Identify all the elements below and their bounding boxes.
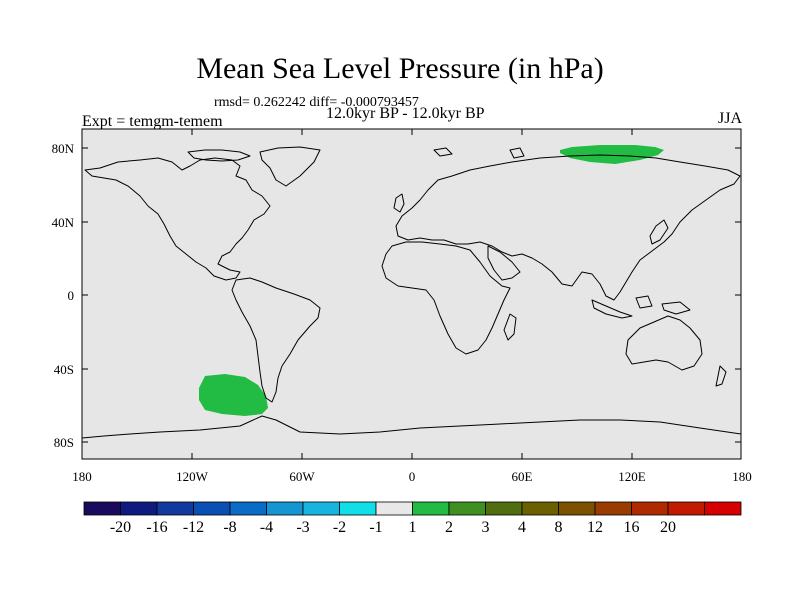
colorbar-swatch [120, 501, 158, 516]
coastline-new-zealand [715, 365, 727, 387]
rmsd-diff-stats: rmsd= 0.262242 diff= -0.000793457 [214, 95, 419, 110]
colorbar-swatch [302, 501, 340, 516]
season-label: JJA [717, 110, 742, 127]
lon-label-180w: 180 [72, 469, 92, 484]
lon-label-60e: 60E [511, 469, 533, 484]
coastline-africa [381, 241, 511, 355]
colorbar-tick-label: -2 [332, 519, 347, 536]
lat-label-80n: 80N [51, 141, 74, 156]
coastline-arabia [487, 245, 521, 281]
colorbar-swatch [558, 501, 596, 516]
colorbar-tick-label: 1 [408, 519, 417, 536]
colorbar-tick-label: 16 [623, 519, 640, 536]
lat-label-40s: 40S [53, 362, 74, 377]
coastline-antarctica [81, 415, 742, 439]
axis-ticks [82, 129, 741, 459]
colorbar-swatch [594, 501, 632, 516]
coastline-south-america [231, 277, 321, 403]
coastline-north-america [84, 157, 271, 281]
colorbar-tick-label: 20 [660, 519, 676, 536]
colorbar-swatch [448, 501, 486, 516]
lat-label-eq: 0 [67, 288, 75, 303]
coastline-arctic-islands-east [433, 147, 525, 159]
colorbar-swatch [485, 501, 523, 516]
colorbar-tick-label: -20 [109, 519, 132, 536]
colorbar-tick-label: 2 [445, 519, 453, 536]
colorbar-tick-label: 12 [587, 519, 603, 536]
colorbar-tick-label: -12 [182, 519, 205, 536]
coastline-japan [649, 219, 669, 245]
coastline-arctic-islands [187, 149, 251, 162]
colorbar-swatch [266, 501, 304, 516]
colorbar-swatch [704, 501, 742, 516]
colorbar-tick-label: -1 [369, 519, 383, 536]
coastline-eurasia [395, 154, 741, 301]
coastline-australia [625, 315, 703, 371]
coastline-greenland [259, 146, 321, 187]
anomaly-patch-siberia [560, 145, 664, 164]
colorbar-tick-label: -3 [296, 519, 310, 536]
lat-label-40n: 40N [51, 215, 74, 230]
colorbar-tick-label: 4 [518, 519, 526, 536]
lat-label-80s: 80S [53, 435, 74, 450]
colorbar-swatch [667, 501, 705, 516]
colorbar-swatch [193, 501, 231, 516]
map-background [82, 129, 741, 459]
colorbar-swatch [631, 501, 669, 516]
coastlines [81, 146, 742, 439]
colorbar-swatch [83, 501, 121, 516]
colorbar-tick-label: 8 [554, 519, 563, 536]
colorbar-tick-label: -8 [223, 519, 237, 536]
lon-label-180e: 180 [732, 469, 752, 484]
colorbar-tick-label: -4 [259, 519, 274, 536]
colorbar-swatch [375, 501, 413, 516]
colorbar [83, 501, 742, 516]
colorbar-swatch [521, 501, 559, 516]
colorbar-swatch [156, 501, 194, 516]
lon-label-60w: 60W [289, 469, 315, 484]
colorbar-swatch [339, 501, 377, 516]
colorbar-swatch [412, 501, 450, 516]
colorbar-tick-label: -16 [146, 519, 168, 536]
chart-title: Mean Sea Level Pressure (in hPa) [196, 52, 604, 85]
lon-label-120e: 120E [618, 469, 646, 484]
coastline-madagascar [503, 313, 517, 341]
colorbar-swatch [229, 501, 267, 516]
coastline-indonesia [591, 295, 691, 319]
lon-label-120w: 120W [176, 469, 208, 484]
colorbar-tick-label: 3 [481, 519, 490, 536]
anomaly-patch-south-pacific [199, 374, 268, 416]
experiment-label: Expt = temgm-temem [82, 113, 223, 130]
coastline-british-isles [393, 193, 405, 213]
lon-label-0: 0 [408, 469, 416, 484]
time-period-label: 12.0kyr BP - 12.0kyr BP [326, 105, 485, 122]
